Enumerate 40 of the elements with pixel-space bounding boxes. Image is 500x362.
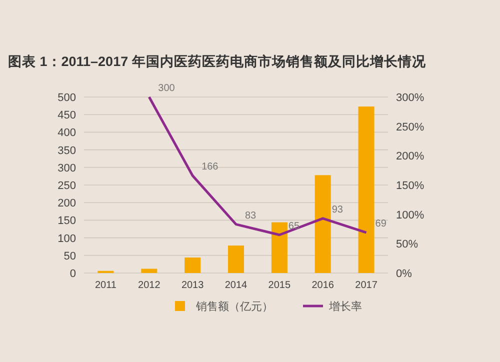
y-tick-label: 100 xyxy=(58,232,76,245)
y2-tick-label: 100% xyxy=(396,209,424,222)
x-tick-label: 2011 xyxy=(94,280,117,291)
y2-tick-label: 200% xyxy=(396,150,424,163)
bar xyxy=(314,175,331,273)
y2-tick-label: 50% xyxy=(396,238,418,251)
y-tick-label: 150 xyxy=(58,215,76,228)
x-tick-label: 2014 xyxy=(224,280,248,291)
y-tick-label: 500 xyxy=(58,92,76,104)
data-label: 69 xyxy=(375,218,387,230)
y-tick-label: 200 xyxy=(58,198,76,210)
y2-tick-label: 150% xyxy=(396,180,424,192)
x-tick-label: 2016 xyxy=(312,280,334,291)
y-tick-label: 400 xyxy=(58,127,76,140)
y-tick-label: 300 xyxy=(58,162,76,174)
y-tick-label: 450 xyxy=(58,110,76,122)
y2-tick-label: 300% xyxy=(396,92,424,104)
y-tick-label: 350 xyxy=(58,144,76,157)
bar xyxy=(141,268,158,273)
y2-tick-label: 0% xyxy=(396,268,412,280)
x-tick-label: 2015 xyxy=(268,280,291,291)
x-tick-label: 2017 xyxy=(355,280,378,291)
y2-tick-label: 250% xyxy=(396,121,424,134)
x-tick-label: 2013 xyxy=(181,280,204,291)
legend-label: 销售额（亿元） xyxy=(195,300,273,313)
bar xyxy=(271,222,288,273)
bar xyxy=(228,246,244,273)
chart-title: 图表 1：2011–2017 年国内医药医药电商市场销售额及同比增长情况 xyxy=(8,53,427,69)
y-tick-label: 0 xyxy=(70,268,76,280)
data-label: 300 xyxy=(158,83,176,94)
y-tick-label: 250 xyxy=(58,180,76,192)
y-tick-label: 50 xyxy=(64,250,76,262)
bar xyxy=(184,258,201,273)
line-series xyxy=(148,96,368,236)
bar xyxy=(358,106,374,273)
data-label: 93 xyxy=(332,204,344,216)
x-tick-label: 2012 xyxy=(138,280,161,291)
data-label: 83 xyxy=(245,210,257,222)
legend-label: 增长率 xyxy=(328,300,362,313)
data-label: 166 xyxy=(202,162,219,173)
